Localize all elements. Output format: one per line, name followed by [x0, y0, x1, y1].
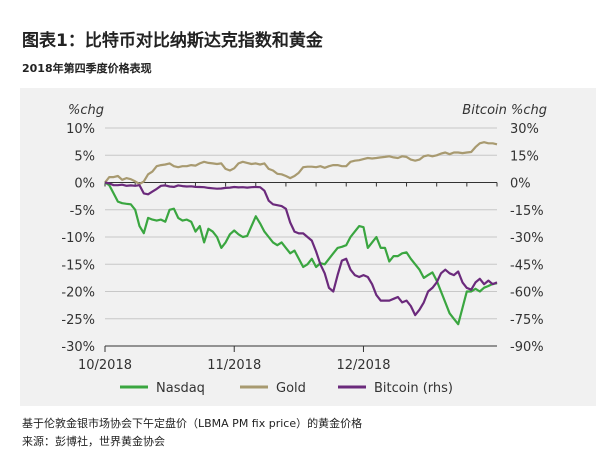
left-tick-label: -30%: [61, 340, 95, 355]
nasdaq-series-line: [104, 181, 498, 326]
legend: Nasdaq Gold Bitcoin (rhs): [120, 381, 453, 396]
chart-title: 图表1：比特币对比纳斯达克指数和黄金: [22, 31, 323, 51]
right-tick-label: -90%: [510, 340, 544, 355]
gold-series-line: [104, 141, 498, 186]
right-tick-label: -60%: [510, 286, 544, 301]
right-tick-label: 15%: [510, 149, 539, 164]
legend-bitcoin-label: Bitcoin (rhs): [374, 381, 453, 396]
left-axis-label: %chg: [68, 103, 104, 118]
x-tick-label: 12/2018: [336, 358, 390, 373]
right-tick-label: -15%: [510, 204, 544, 219]
left-tick-label: -25%: [61, 313, 95, 328]
right-tick-label: -45%: [510, 258, 544, 273]
right-tick-label: 0%: [510, 177, 531, 192]
chart-panel: [20, 88, 596, 406]
grid: [104, 127, 498, 347]
right-axis-label: Bitcoin %chg: [462, 103, 547, 118]
left-tick-label: -10%: [61, 231, 95, 246]
right-tick-label: -30%: [510, 231, 544, 246]
legend-nasdaq-label: Nasdaq: [156, 381, 205, 396]
x-tick-label: 10/2018: [78, 358, 132, 373]
right-tick-label: -75%: [510, 313, 544, 328]
left-tick-label: -20%: [61, 286, 95, 301]
bitcoin-series-line: [104, 181, 498, 317]
source-note: 来源：彭博社，世界黄金协会: [22, 435, 165, 448]
series: [104, 141, 498, 326]
left-tick-label: 5%: [74, 149, 95, 164]
left-tick-label: 0%: [74, 177, 95, 192]
left-tick-label: -5%: [70, 204, 95, 219]
left-tick-label: 10%: [66, 122, 95, 137]
legend-gold-label: Gold: [276, 381, 306, 396]
right-tick-label: 30%: [510, 122, 539, 137]
chart-subtitle: 2018年第四季度价格表现: [22, 62, 152, 75]
footnote: 基于伦敦金银市场协会下午定盘价（LBMA PM fix price）的黄金价格: [22, 417, 363, 430]
axis-ticks: 10% 30% 5% 15% 0% 0% -5% -15% -10% -30% -15% -45% -2…: [61, 122, 543, 373]
x-tick-label: 11/2018: [207, 358, 261, 373]
left-tick-label: -15%: [61, 258, 95, 273]
